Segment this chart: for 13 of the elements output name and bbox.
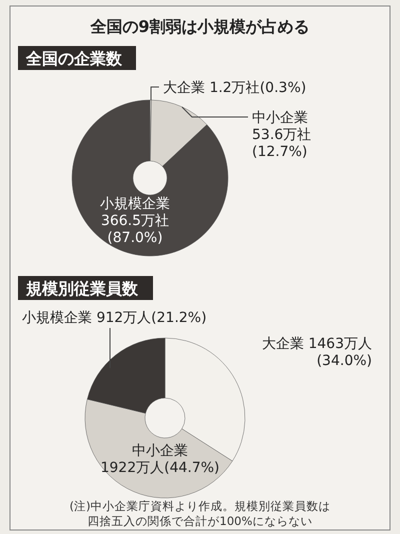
chart-subtitle: 全国の企業数 [25,49,123,68]
data-label: 1922万人(44.7%) [100,460,220,476]
slice-label: 中小企業 [132,443,188,459]
data-label: 53.6万社(12.7%) [252,127,312,160]
slice-label: 大企業 1.2万社(0.3%) [163,80,306,96]
chart-title: 全国の9割弱は小規模が占める [89,17,310,36]
text: (注)中小企業庁資料より作成。規模別従業員数は四捨五入の関係で合計が100%にならない [70,499,330,528]
slice-label: 大企業 1463万人(34.0%) [262,336,372,369]
slice-label: 小規模企業 912万人(21.2%) [22,310,207,326]
slice-label: 中小企業 [252,110,308,126]
data-label: 366.5万社(87.0%) [100,213,170,246]
slice-label: 小規模企業 [100,196,170,212]
chart-subtitle: 規模別従業員数 [25,279,139,298]
